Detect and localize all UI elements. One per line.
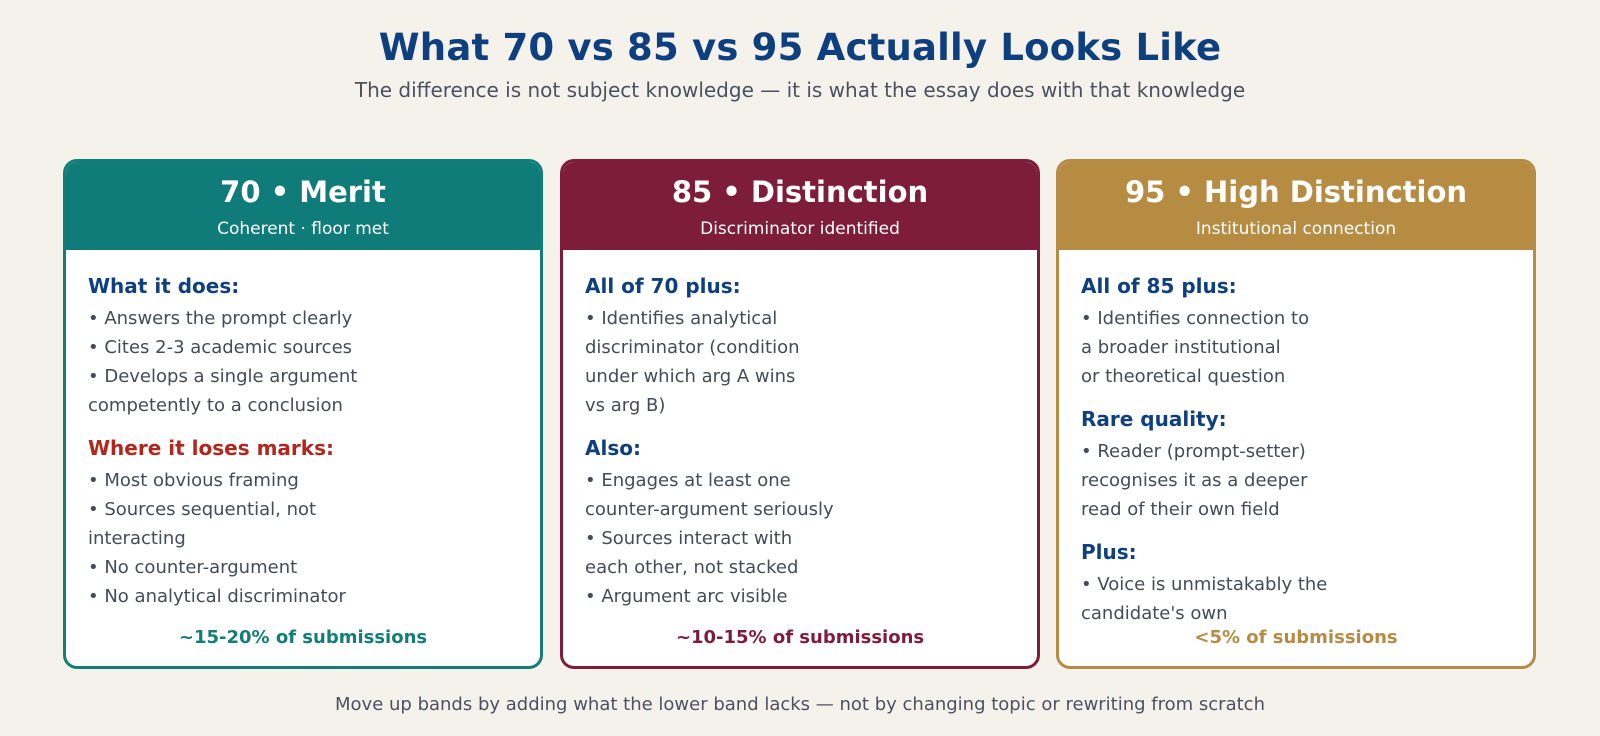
section-line: counter-argument seriously	[585, 499, 834, 520]
section-line: interacting	[88, 528, 186, 549]
card-header: 85 • Distinction Discriminator identifie…	[563, 162, 1037, 250]
card-section: Where it loses marks: • Most obvious fra…	[88, 434, 540, 611]
section-line: • Answers the prompt clearly	[88, 308, 353, 329]
section-heading: All of 70 plus:	[585, 274, 741, 298]
section-line: • Voice is unmistakably the	[1081, 574, 1328, 595]
section-heading: All of 85 plus:	[1081, 274, 1237, 298]
card-body: What it does: • Answers the prompt clear…	[66, 250, 540, 611]
section-line: • Identifies connection to	[1081, 308, 1310, 329]
card-body: All of 70 plus: • Identifies analytical …	[563, 250, 1037, 611]
card-distinction: 85 • Distinction Discriminator identifie…	[560, 159, 1040, 669]
section-line: under which arg A wins	[585, 366, 796, 387]
card-merit: 70 • Merit Coherent · floor met What it …	[63, 159, 543, 669]
section-line: • No counter-argument	[88, 557, 298, 578]
section-line: • Develops a single argument	[88, 366, 358, 387]
card-subtitle: Coherent · floor met	[217, 219, 389, 239]
section-line: read of their own field	[1081, 499, 1280, 520]
section-line: • Sources sequential, not	[88, 499, 317, 520]
card-header: 95 • High Distinction Institutional conn…	[1059, 162, 1533, 250]
card-subtitle: Discriminator identified	[700, 219, 900, 239]
submission-share: ~10-15% of submissions	[675, 627, 925, 648]
section-heading: Rare quality:	[1081, 407, 1227, 431]
card-section: All of 70 plus: • Identifies analytical …	[585, 272, 1037, 420]
section-heading: What it does:	[88, 274, 240, 298]
section-line: • Argument arc visible	[585, 586, 788, 607]
card-body: All of 85 plus: • Identifies connection …	[1059, 250, 1533, 628]
section-line: a broader institutional	[1081, 337, 1281, 358]
section-heading: Where it loses marks:	[88, 436, 334, 460]
section-line: • Identifies analytical	[585, 308, 778, 329]
section-line: each other, not stacked	[585, 557, 799, 578]
section-line: • Sources interact with	[585, 528, 793, 549]
card-section: Also: • Engages at least one counter-arg…	[585, 434, 1037, 611]
submission-share: ~15-20% of submissions	[178, 627, 428, 648]
card-section: Plus: • Voice is unmistakably the candid…	[1081, 538, 1533, 628]
footer-note: Move up bands by adding what the lower b…	[335, 694, 1265, 715]
section-line: • Most obvious framing	[88, 470, 299, 491]
card-section: All of 85 plus: • Identifies connection …	[1081, 272, 1533, 391]
card-high-distinction: 95 • High Distinction Institutional conn…	[1056, 159, 1536, 669]
card-section: Rare quality: • Reader (prompt-setter) r…	[1081, 405, 1533, 524]
page-subtitle: The difference is not subject knowledge …	[354, 78, 1246, 102]
section-heading: Also:	[585, 436, 641, 460]
section-line: recognises it as a deeper	[1081, 470, 1308, 491]
section-line: vs arg B)	[585, 395, 666, 416]
section-line: candidate's own	[1081, 603, 1228, 624]
section-line: • Cites 2-3 academic sources	[88, 337, 353, 358]
card-section: What it does: • Answers the prompt clear…	[88, 272, 540, 420]
section-line: • No analytical discriminator	[88, 586, 346, 607]
section-line: • Reader (prompt-setter)	[1081, 441, 1306, 462]
section-heading: Plus:	[1081, 540, 1137, 564]
submission-share: <5% of submissions	[1194, 627, 1398, 648]
card-title: 85 • Distinction	[671, 175, 929, 209]
card-header: 70 • Merit Coherent · floor met	[66, 162, 540, 250]
section-line: competently to a conclusion	[88, 395, 343, 416]
section-line: or theoretical question	[1081, 366, 1286, 387]
card-subtitle: Institutional connection	[1195, 219, 1397, 239]
page-title: What 70 vs 85 vs 95 Actually Looks Like	[378, 26, 1222, 69]
card-title: 95 • High Distinction	[1124, 175, 1468, 209]
card-title: 70 • Merit	[220, 175, 386, 209]
section-line: • Engages at least one	[585, 470, 791, 491]
section-line: discriminator (condition	[585, 337, 800, 358]
